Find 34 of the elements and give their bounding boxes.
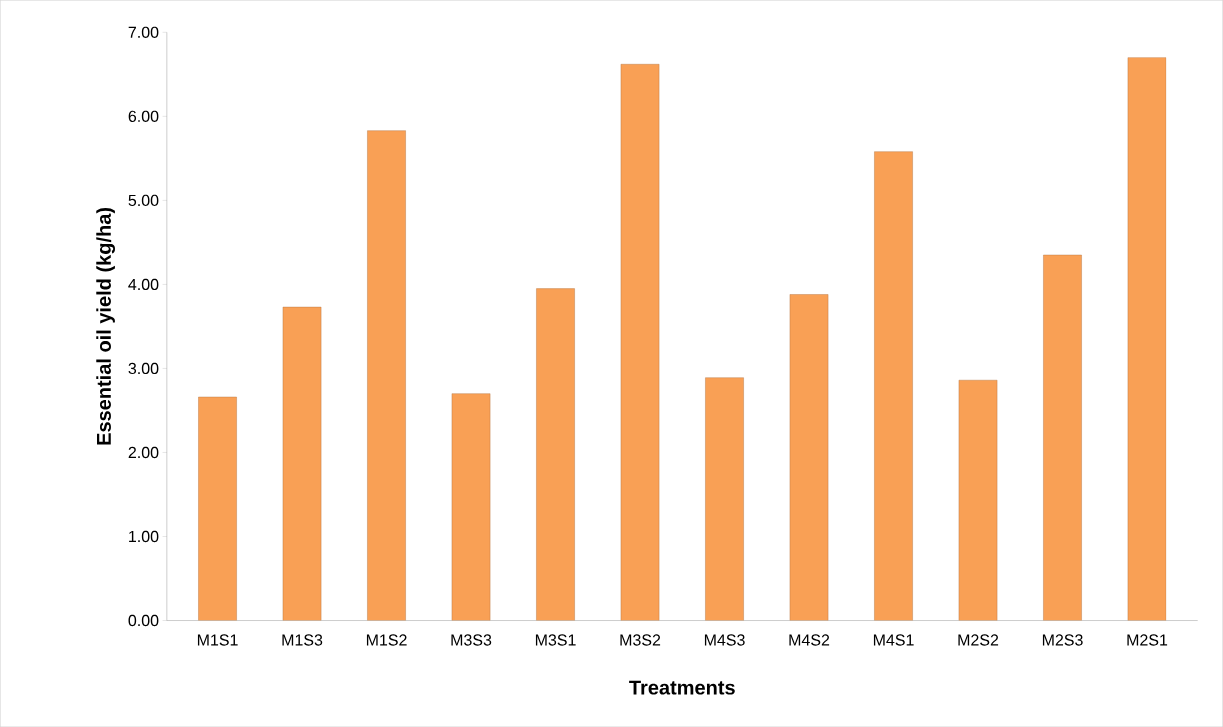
y-tick-label: 5.00: [128, 194, 159, 206]
x-tick-label: M1S2: [366, 634, 407, 646]
bar: [1127, 57, 1167, 621]
bar: [367, 130, 406, 621]
x-tick-label: M3S1: [535, 634, 576, 646]
x-tick-label: M4S2: [789, 634, 830, 646]
y-axis-title: Essential oil yield (kg/ha): [96, 207, 115, 445]
x-tick-label: M2S1: [1127, 634, 1168, 646]
bar: [620, 63, 660, 621]
bar: [198, 396, 237, 621]
x-axis-title: Treatments: [629, 680, 735, 695]
y-tick-label: 3.00: [128, 362, 159, 375]
y-tick-label: 2.00: [128, 446, 159, 459]
bar: [958, 379, 998, 621]
x-tick-label: M2S3: [1042, 634, 1083, 646]
y-tick-label: 4.00: [128, 278, 159, 291]
y-tick-label: 1.00: [129, 530, 159, 543]
y-tick-label: 7.00: [128, 26, 159, 38]
bar: [451, 393, 491, 621]
x-tick-label: M4S3: [704, 634, 745, 646]
y-tick-label: 6.00: [128, 110, 159, 122]
x-tick-label: M1S1: [197, 634, 238, 646]
bar: [536, 288, 575, 621]
x-tick-label: M1S3: [282, 634, 323, 646]
x-tick-label: M2S2: [958, 634, 999, 646]
bar: [1043, 254, 1082, 621]
bar: [705, 377, 744, 621]
x-tick-label: M4S1: [873, 634, 914, 646]
bar: [282, 306, 322, 621]
y-tick-label: 0.00: [128, 614, 159, 627]
bar: [874, 151, 913, 621]
x-tick-label: M3S3: [451, 634, 492, 646]
bar: [789, 294, 829, 621]
x-tick-label: M3S2: [620, 634, 661, 646]
